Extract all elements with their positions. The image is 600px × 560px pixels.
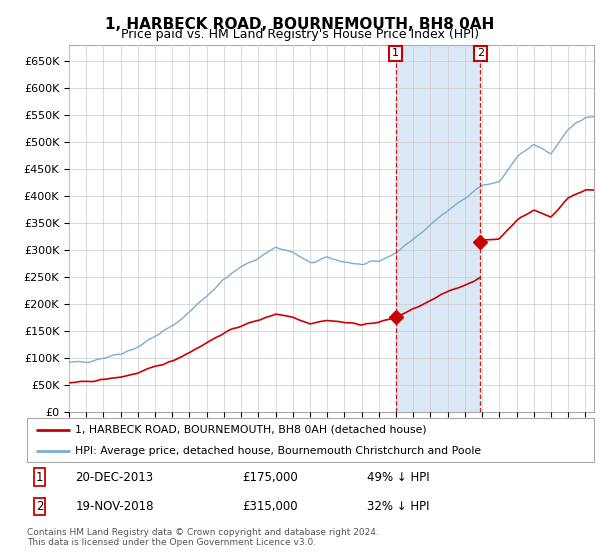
Text: 1: 1 [36,470,43,483]
Text: Contains HM Land Registry data © Crown copyright and database right 2024.
This d: Contains HM Land Registry data © Crown c… [27,528,379,547]
Text: 20-DEC-2013: 20-DEC-2013 [75,470,154,483]
Text: 19-NOV-2018: 19-NOV-2018 [75,500,154,513]
Text: 49% ↓ HPI: 49% ↓ HPI [367,470,430,483]
Bar [395,45,481,412]
Text: 1, HARBECK ROAD, BOURNEMOUTH, BH8 0AH: 1, HARBECK ROAD, BOURNEMOUTH, BH8 0AH [106,17,494,32]
Text: 2: 2 [477,48,484,58]
Text: 1, HARBECK ROAD, BOURNEMOUTH, BH8 0AH (detached house): 1, HARBECK ROAD, BOURNEMOUTH, BH8 0AH (d… [75,424,427,435]
Text: Price paid vs. HM Land Registry's House Price Index (HPI): Price paid vs. HM Land Registry's House … [121,28,479,41]
Text: 1: 1 [392,48,399,58]
Text: 2: 2 [36,500,43,513]
Text: £175,000: £175,000 [242,470,298,483]
Text: 32% ↓ HPI: 32% ↓ HPI [367,500,430,513]
Text: HPI: Average price, detached house, Bournemouth Christchurch and Poole: HPI: Average price, detached house, Bour… [75,446,481,456]
Text: £315,000: £315,000 [242,500,298,513]
